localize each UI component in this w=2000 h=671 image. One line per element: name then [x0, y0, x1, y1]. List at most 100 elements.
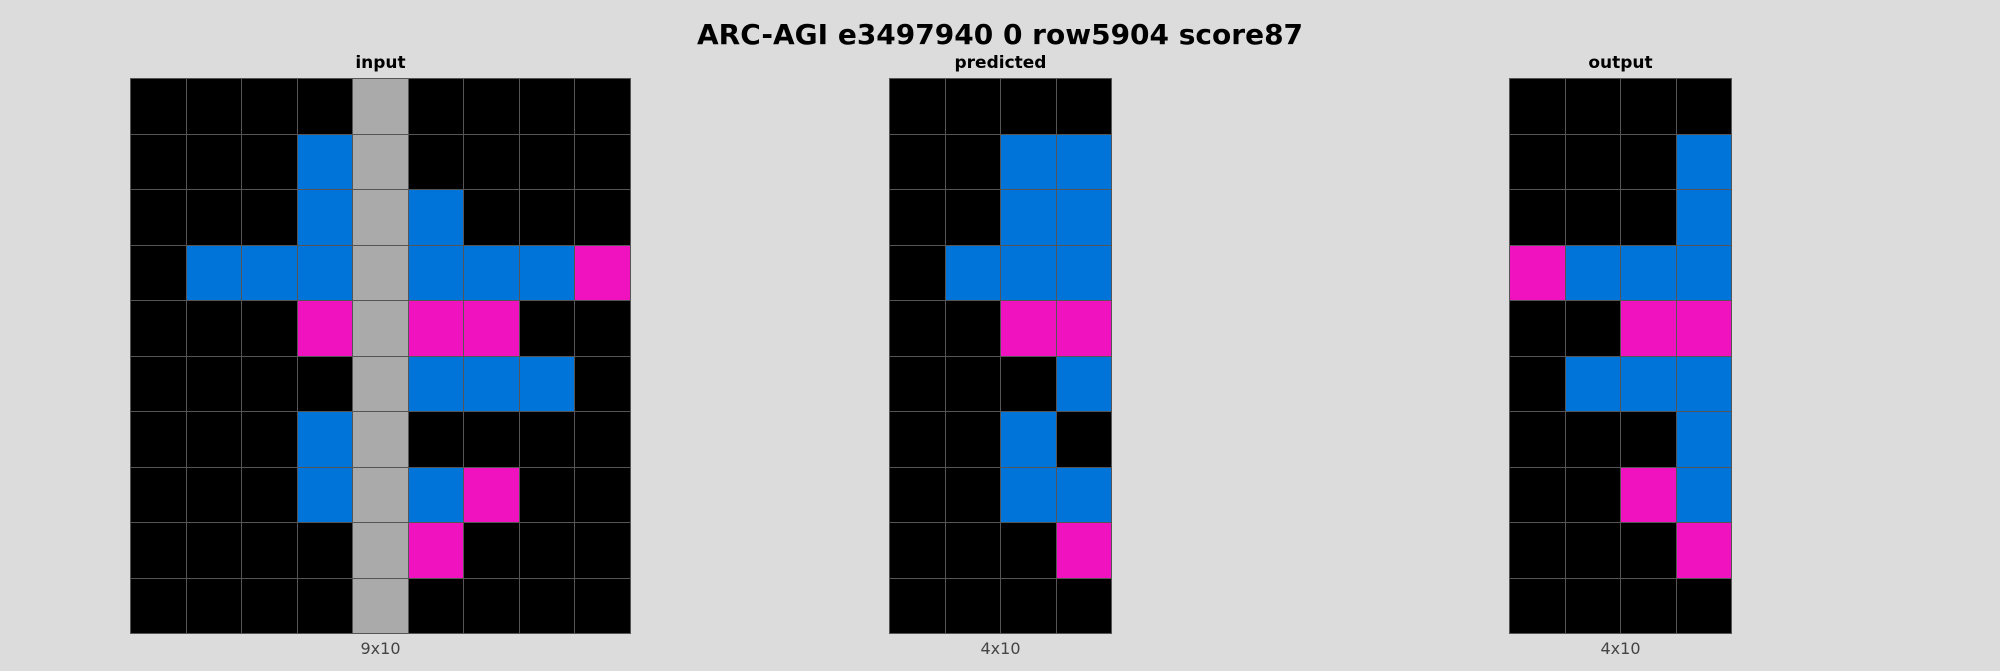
grid-cell: [1056, 301, 1111, 356]
grid-cell: [1621, 412, 1676, 467]
grid-cell: [1510, 412, 1565, 467]
grid-cell: [464, 467, 519, 522]
grid-cell: [1001, 523, 1056, 578]
grid-cell: [353, 134, 408, 189]
grid-cell: [575, 523, 630, 578]
grid-cell: [464, 356, 519, 411]
grid-cell: [1510, 578, 1565, 633]
grid-cell: [464, 79, 519, 134]
grid-cell: [131, 412, 186, 467]
grid-cell: [297, 245, 353, 300]
output-panel-dims: 4x10: [1600, 639, 1641, 658]
grid-cell: [1001, 190, 1056, 245]
grid-cell: [464, 578, 519, 633]
grid-cell: [890, 523, 945, 578]
grid-cell: [186, 134, 242, 189]
grid-cell: [131, 523, 186, 578]
grid-cell: [1621, 578, 1676, 633]
grid-cell: [242, 79, 297, 134]
grid-cell: [945, 301, 1000, 356]
grid-cell: [575, 245, 630, 300]
input-panel: input 9x10: [130, 52, 631, 664]
grid-cell: [519, 412, 575, 467]
grid-cell: [575, 578, 630, 633]
grid-cell: [575, 356, 630, 411]
grid-cell: [297, 467, 353, 522]
grid-cell: [1565, 523, 1620, 578]
grid-cell: [353, 467, 408, 522]
output-panel-label: output: [1588, 53, 1653, 73]
grid-cell: [1001, 412, 1056, 467]
grid-cell: [575, 412, 630, 467]
input-panel-dims: 9x10: [360, 639, 401, 658]
grid-cell: [131, 134, 186, 189]
grid-cell: [519, 245, 575, 300]
grid-cell: [408, 190, 464, 245]
grid-cell: [1621, 356, 1676, 411]
grid-cell: [1001, 134, 1056, 189]
grid-cell: [1056, 356, 1111, 411]
predicted-grid: [889, 78, 1112, 634]
grid-cell: [1510, 523, 1565, 578]
grid-cell: [1565, 245, 1620, 300]
grid-cell: [408, 134, 464, 189]
grid-cell: [1621, 245, 1676, 300]
grid-cell: [890, 190, 945, 245]
grid-cell: [1510, 190, 1565, 245]
grid-cell: [1565, 467, 1620, 522]
grid-cell: [1001, 245, 1056, 300]
grid-cell: [1565, 190, 1620, 245]
grid-cell: [1056, 190, 1111, 245]
grid-cell: [353, 412, 408, 467]
grid-cell: [519, 523, 575, 578]
grid-cell: [1676, 412, 1731, 467]
grid-cell: [408, 578, 464, 633]
grid-cell: [131, 190, 186, 245]
grid-cell: [519, 190, 575, 245]
grid-cell: [186, 190, 242, 245]
grid-cell: [408, 412, 464, 467]
grid-cell: [464, 190, 519, 245]
grid-cell: [575, 190, 630, 245]
grid-cell: [1056, 523, 1111, 578]
grid-cell: [1565, 578, 1620, 633]
grid-cell: [1001, 467, 1056, 522]
grid-cell: [519, 301, 575, 356]
grid-cell: [408, 356, 464, 411]
grid-cell: [408, 301, 464, 356]
grid-cell: [408, 79, 464, 134]
grid-cell: [1621, 523, 1676, 578]
grid-cell: [464, 134, 519, 189]
grid-cell: [464, 301, 519, 356]
grid-cell: [519, 578, 575, 633]
grid-cell: [890, 467, 945, 522]
input-grid: [130, 78, 631, 634]
grid-cell: [1056, 412, 1111, 467]
grid-cell: [1510, 301, 1565, 356]
grid-cell: [186, 578, 242, 633]
grid-cell: [1676, 134, 1731, 189]
grid-cell: [1056, 467, 1111, 522]
grid-cell: [186, 356, 242, 411]
grid-cell: [297, 134, 353, 189]
grid-cell: [519, 356, 575, 411]
input-panel-label: input: [355, 53, 406, 73]
grid-cell: [890, 412, 945, 467]
grid-cell: [945, 79, 1000, 134]
grid-cell: [575, 467, 630, 522]
grid-cell: [945, 523, 1000, 578]
grid-cell: [1565, 412, 1620, 467]
grid-cell: [464, 523, 519, 578]
grid-cell: [242, 578, 297, 633]
grid-cell: [242, 356, 297, 411]
grid-cell: [945, 245, 1000, 300]
grid-cell: [945, 467, 1000, 522]
grid-cell: [186, 523, 242, 578]
grid-cell: [519, 467, 575, 522]
grid-cell: [297, 412, 353, 467]
grid-cell: [890, 356, 945, 411]
grid-cell: [408, 245, 464, 300]
grid-cell: [945, 134, 1000, 189]
grid-cell: [945, 412, 1000, 467]
grid-cell: [1621, 190, 1676, 245]
